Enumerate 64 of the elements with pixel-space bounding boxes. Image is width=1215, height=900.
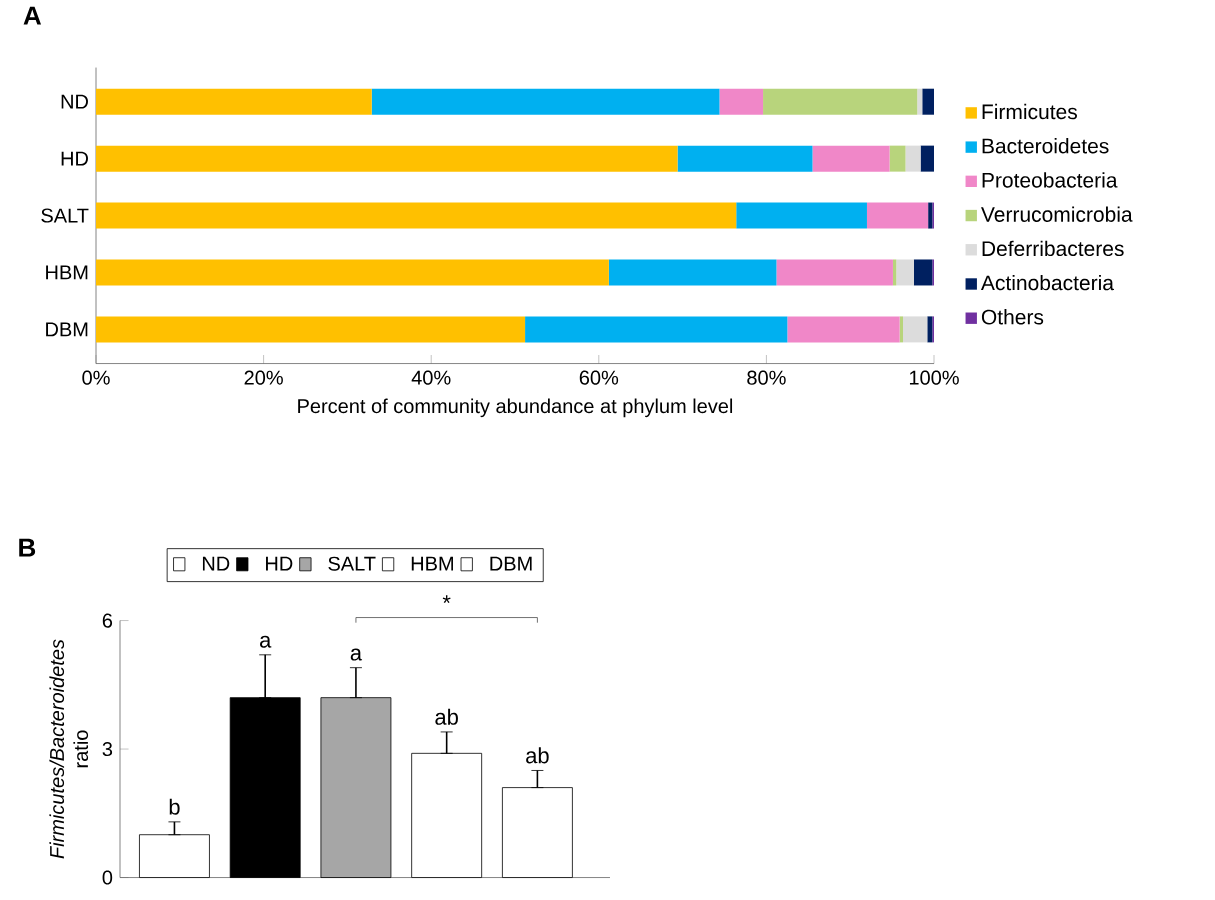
x-tick-label: 0% [82,370,110,385]
legend-label: Verrucomicrobia [981,206,1133,222]
bar [917,88,923,115]
bar [96,202,737,229]
bar [905,145,921,172]
chart-title: A [23,6,42,25]
bar [719,88,764,115]
bar [892,259,897,286]
y-tick-label: 3 [102,742,113,757]
bar [920,145,934,172]
annotation: a [260,635,272,648]
bar [787,316,900,343]
bar [776,259,893,286]
bar [525,316,788,343]
y-tick-label: DBM [46,322,88,337]
x-tick-label: 20% [244,370,283,385]
bar [96,145,678,172]
legend-label: DBM [490,556,532,571]
legend-label: Actinobacteria [980,274,1114,291]
bar [913,259,933,286]
legend-label: Others [981,309,1044,325]
annotation: ab [435,708,458,725]
legend-label: Deferribacteres [982,240,1124,257]
x-tick-label: 60% [579,370,619,385]
x-tick-label: 100% [909,370,959,385]
legend-label: ND [202,556,230,571]
bar [889,145,906,172]
bar [866,202,929,229]
annotation: ab [526,747,549,764]
x-tick-label: 40% [411,370,451,385]
y-tick-label: 6 [102,613,113,628]
bar [922,88,934,115]
text: * [442,595,451,604]
bar [736,202,867,229]
y-tick-label: 0 [102,870,113,885]
bar [96,316,526,343]
bar [677,145,813,172]
legend-label: Bacteroidetes [982,138,1109,154]
legend-label: Firmicutes [982,103,1077,120]
legend-label: SALT [328,556,376,571]
bar [899,316,903,343]
annotation: b [169,798,180,815]
annotation: a [350,648,363,661]
bar [928,202,933,229]
bar [96,259,609,286]
bar [96,88,372,115]
x-tick-label: 80% [747,370,786,385]
y-tick-label: SALT [41,208,89,223]
bar [608,259,777,286]
legend-label: HBM [411,556,453,571]
bar [371,88,720,115]
bar [812,145,890,172]
x-axis-title: Percent of community abundance at phylum level [298,398,733,418]
bar [763,88,918,115]
bar [903,316,928,343]
bar [927,316,933,343]
chart-title: B [19,538,36,557]
y-tick-label: HBM [46,265,88,280]
legend-label: HD [266,556,293,571]
legend-label: Proteobacteria [982,172,1118,188]
y-axis-title: Firmicutes/Bacteroidetes ratio [49,639,89,859]
y-tick-label: HD [61,151,88,166]
y-tick-label: ND [61,94,88,109]
bar [896,259,914,286]
